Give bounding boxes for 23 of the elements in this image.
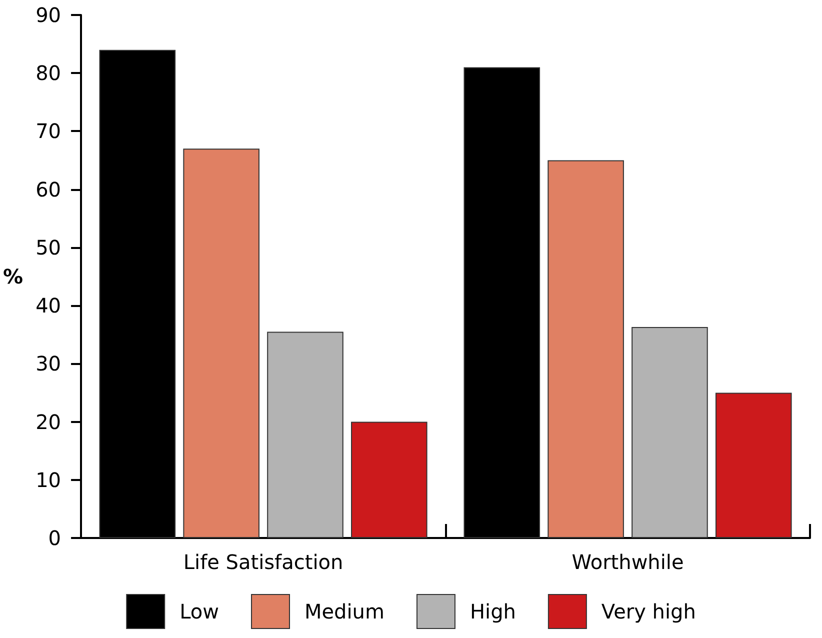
y-tick-label: 60	[36, 177, 62, 202]
y-tick-label: 80	[36, 61, 62, 86]
legend-label: Medium	[304, 600, 384, 624]
y-tick-label: 40	[36, 294, 62, 318]
legend-label: Very high	[601, 600, 696, 624]
y-tick-label: 0	[48, 526, 62, 550]
bar	[715, 392, 792, 538]
bar	[351, 422, 428, 538]
y-tick-label: 50	[36, 235, 62, 260]
y-tick-label: 20	[36, 410, 62, 434]
y-tick-label: 30	[36, 352, 62, 376]
bar	[632, 327, 708, 538]
bar	[267, 332, 344, 538]
y-tick-label: 70	[36, 119, 62, 144]
x-tick-label: Worthwhile	[572, 550, 684, 574]
x-tick-label: Life Satisfaction	[183, 550, 344, 574]
y-tick-label: 90	[36, 3, 62, 27]
legend-label: High	[470, 600, 516, 624]
y-axis-title: %	[2, 264, 24, 288]
bar	[183, 148, 260, 538]
legend-label: Low	[180, 600, 220, 624]
y-tick-label: 10	[36, 468, 62, 492]
bar	[548, 160, 624, 538]
